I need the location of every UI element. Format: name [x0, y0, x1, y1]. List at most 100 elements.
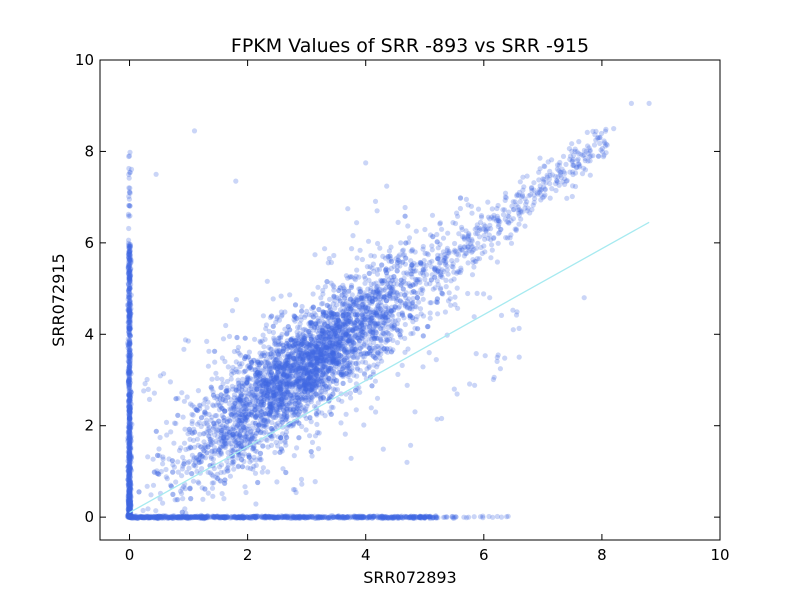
- scatter-point: [258, 457, 264, 463]
- scatter-point: [419, 286, 425, 292]
- scatter-point: [392, 322, 398, 328]
- scatter-point: [296, 435, 302, 441]
- scatter-point: [275, 382, 281, 389]
- scatter-point: [193, 407, 199, 413]
- scatter-point: [302, 389, 308, 395]
- scatter-point: [261, 344, 267, 350]
- scatter-point: [283, 394, 289, 400]
- scatter-point: [454, 257, 460, 263]
- scatter-point: [369, 300, 375, 306]
- scatter-point: [558, 174, 564, 181]
- scatter-point: [209, 485, 216, 491]
- scatter-point: [397, 332, 403, 338]
- scatter-point: [260, 313, 266, 319]
- scatter-point: [224, 388, 230, 394]
- scatter-point: [239, 464, 246, 470]
- scatter-point: [260, 443, 266, 449]
- scatter-point: [239, 412, 245, 418]
- scatter-point: [199, 453, 205, 459]
- scatter-point: [305, 371, 311, 377]
- scatter-point: [340, 313, 346, 319]
- scatter-point: [210, 426, 216, 432]
- scatter-point: [264, 393, 270, 399]
- scatter-point: [383, 315, 389, 321]
- scatter-point: [315, 341, 321, 347]
- scatter-point: [401, 278, 407, 285]
- scatter-point: [218, 430, 224, 436]
- scatter-point: [399, 299, 405, 306]
- scatter-point: [201, 448, 207, 454]
- scatter-point: [284, 391, 290, 397]
- scatter-point: [357, 289, 363, 295]
- scatter-point: [360, 353, 366, 359]
- scatter-point: [298, 350, 304, 357]
- scatter-point: [175, 459, 181, 465]
- scatter-point: [244, 379, 250, 385]
- scatter-point: [242, 335, 248, 341]
- scatter-point: [291, 381, 298, 388]
- scatter-point: [293, 380, 299, 386]
- scatter-point: [369, 383, 375, 389]
- scatter-point: [279, 399, 285, 405]
- scatter-point: [323, 344, 329, 350]
- scatter-point: [346, 338, 353, 344]
- scatter-point: [375, 321, 381, 327]
- scatter-point: [302, 333, 308, 339]
- scatter-point: [239, 418, 245, 424]
- scatter-point: [418, 270, 424, 276]
- scatter-point: [302, 389, 308, 395]
- scatter-point: [210, 389, 216, 395]
- scatter-point: [500, 212, 507, 218]
- scatter-point: [252, 393, 258, 400]
- scatter-point: [329, 325, 335, 331]
- scatter-point: [420, 296, 426, 302]
- scatter-point: [313, 343, 319, 349]
- scatter-point: [265, 379, 272, 385]
- scatter-point: [170, 491, 176, 497]
- scatter-point: [394, 327, 400, 333]
- scatter-point: [276, 396, 282, 402]
- scatter-point: [181, 440, 188, 446]
- scatter-point: [283, 417, 289, 423]
- scatter-point: [309, 368, 315, 374]
- scatter-point: [362, 311, 368, 317]
- scatter-point: [304, 370, 310, 376]
- scatter-point: [399, 280, 405, 286]
- scatter-point: [181, 461, 187, 467]
- scatter-point: [407, 305, 413, 311]
- scatter-point: [266, 412, 272, 418]
- scatter-point: [489, 242, 495, 248]
- scatter-point: [514, 193, 520, 199]
- scatter-point: [261, 401, 267, 407]
- scatter-point: [345, 275, 351, 281]
- scatter-point: [284, 413, 290, 420]
- scatter-point: [403, 280, 409, 286]
- scatter-point: [327, 326, 333, 332]
- scatter-point: [212, 348, 218, 354]
- scatter-point: [357, 247, 363, 253]
- scatter-point: [340, 313, 346, 319]
- scatter-point: [325, 377, 331, 384]
- scatter-point: [454, 391, 460, 397]
- scatter-point: [307, 382, 313, 388]
- scatter-point: [368, 313, 375, 319]
- scatter-point: [327, 352, 333, 358]
- scatter-point: [377, 317, 383, 323]
- scatter-point: [360, 359, 366, 365]
- scatter-point: [288, 345, 294, 351]
- scatter-point: [311, 386, 318, 393]
- scatter-point: [229, 412, 235, 418]
- scatter-point: [375, 350, 381, 356]
- scatter-point: [495, 223, 501, 230]
- scatter-point: [314, 369, 320, 375]
- scatter-point: [330, 340, 337, 346]
- scatter-point: [537, 155, 543, 161]
- scatter-point: [369, 298, 375, 304]
- scatter-point: [381, 320, 387, 326]
- scatter-point: [216, 418, 222, 424]
- scatter-point: [179, 490, 185, 497]
- scatter-point: [314, 372, 320, 378]
- scatter-point: [400, 247, 406, 253]
- scatter-point: [402, 213, 408, 219]
- scatter-point: [412, 409, 418, 415]
